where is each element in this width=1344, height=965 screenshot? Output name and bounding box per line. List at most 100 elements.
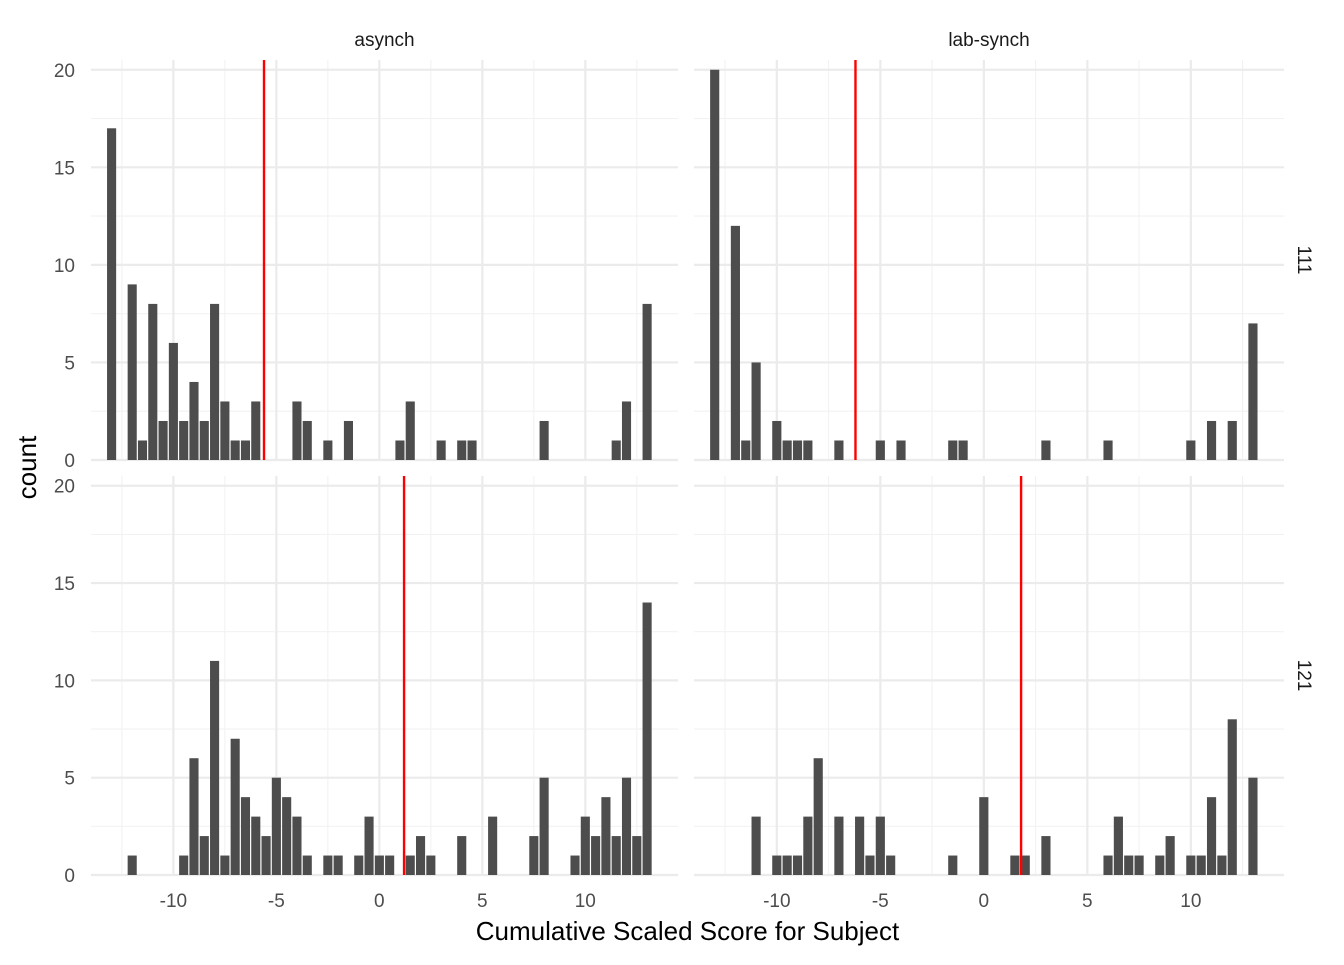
panel-lab-synch-111-bar xyxy=(782,440,792,460)
panel-lab-synch-111-bar xyxy=(1227,420,1237,460)
panel-lab-synch-121-bar xyxy=(1134,855,1144,875)
panel-asynch-121-bar xyxy=(570,855,580,875)
panel-lab-synch-111-bar xyxy=(792,440,803,460)
panel-asynch-111-bar xyxy=(148,303,158,460)
y-tick-label: 5 xyxy=(64,769,75,790)
panel-lab-synch-121-bar xyxy=(1227,719,1237,875)
x-axis-title: Cumulative Scaled Score for Subject xyxy=(476,916,900,946)
panel-asynch-121-bar xyxy=(282,797,292,875)
x-tick-label: -10 xyxy=(160,891,187,912)
y-tick-label: 15 xyxy=(54,574,75,595)
panel-lab-synch-121-bar xyxy=(1165,836,1175,875)
panel-lab-synch-121-bar xyxy=(875,816,885,875)
panel-lab-synch-121-bar xyxy=(813,758,823,875)
panel-lab-synch-111-bar xyxy=(875,440,885,460)
panel-asynch-111-bar xyxy=(107,128,117,461)
panel-lab-synch-111-bar xyxy=(772,420,782,460)
x-tick-label: 5 xyxy=(477,891,488,912)
panel-lab-synch-111-bar xyxy=(834,440,844,460)
panel-asynch-111-bar xyxy=(457,440,467,460)
panel-lab-synch-121-bar xyxy=(792,855,803,875)
panel-asynch-121-bar xyxy=(251,816,261,875)
panel-asynch-121-bar xyxy=(333,855,343,875)
y-tick-label: 5 xyxy=(64,353,75,374)
panel-lab-synch-111-bar xyxy=(1248,323,1258,460)
panel-asynch-111-bar xyxy=(436,440,446,460)
panel-asynch-111-bar xyxy=(467,440,477,460)
panel-asynch-121-bar xyxy=(611,836,621,875)
y-tick-label: 20 xyxy=(54,61,75,82)
panel-asynch-121-bar xyxy=(271,777,281,875)
panel-asynch-121-bar xyxy=(261,836,271,875)
panel-asynch-121-bar xyxy=(127,855,137,875)
panel-lab-synch-121-bar xyxy=(886,855,896,875)
panel-asynch-121-bar xyxy=(374,855,384,875)
x-tick-label: 10 xyxy=(575,891,596,912)
panel-lab-synch-111-bar xyxy=(1103,440,1113,460)
panel-lab-synch-111-bar xyxy=(958,440,968,460)
panel-asynch-111-bar xyxy=(323,440,333,460)
panel-lab-synch-121-bar xyxy=(1020,855,1030,875)
panel-asynch-111-bar xyxy=(158,420,168,460)
panel-asynch-111-bar xyxy=(395,440,405,460)
facet-col-label: asynch xyxy=(354,30,414,51)
panel-asynch-121-bar xyxy=(179,855,189,875)
panel-lab-synch-121-bar xyxy=(1124,855,1134,875)
x-tick-label: 10 xyxy=(1180,891,1201,912)
panel-asynch-121-bar xyxy=(230,738,240,875)
panel-asynch-121-bar xyxy=(210,660,220,875)
panel-asynch-121-bar xyxy=(539,777,549,875)
panel-asynch-111-bar xyxy=(611,440,621,460)
panel-asynch-111-bar xyxy=(621,401,632,460)
panel-lab-synch-111-bar xyxy=(751,362,761,460)
panel-asynch-121-bar xyxy=(621,777,632,875)
panel-asynch-121-bar xyxy=(529,836,539,875)
x-tick-label: -5 xyxy=(872,891,889,912)
panel-asynch-111-bar xyxy=(210,303,220,460)
panel-asynch-111-bar xyxy=(230,440,240,460)
panel-asynch-111-bar xyxy=(137,440,148,460)
panel-lab-synch-121-bar xyxy=(1113,816,1123,875)
panel-asynch-121-bar xyxy=(354,855,364,875)
panel-lab-synch-121-bar xyxy=(1103,855,1113,875)
panel-asynch-121-bar xyxy=(632,836,642,875)
panel-lab-synch-121-bar xyxy=(1041,836,1051,875)
panel-asynch-111-bar xyxy=(642,303,652,460)
x-tick-label: 0 xyxy=(979,891,990,912)
panel-asynch-121-bar xyxy=(220,855,230,875)
panel-asynch-121-bar xyxy=(426,855,436,875)
panel-asynch-111-bar xyxy=(292,401,302,460)
facet-row-label: 111 xyxy=(1293,246,1314,275)
panel-lab-synch-111-bar xyxy=(803,440,813,460)
panel-asynch-121-bar xyxy=(642,602,652,875)
panel-asynch-121-bar xyxy=(364,816,374,875)
x-tick-label: -5 xyxy=(268,891,285,912)
panel-lab-synch-121-bar xyxy=(1186,855,1196,875)
panel-lab-synch-121-bar xyxy=(1010,855,1020,875)
panel-asynch-111-bar xyxy=(189,381,199,460)
panel-asynch-111-bar xyxy=(343,420,354,460)
y-tick-label: 15 xyxy=(54,158,75,179)
panel-asynch-111-bar xyxy=(251,401,261,460)
y-axis-title: count xyxy=(12,435,42,499)
panel-asynch-121-bar xyxy=(405,855,415,875)
panel-lab-synch-111-bar xyxy=(741,440,751,460)
x-tick-label: 5 xyxy=(1082,891,1093,912)
facet-row-label: 121 xyxy=(1293,660,1314,692)
x-tick-label: 0 xyxy=(374,891,385,912)
panel-asynch-111-bar xyxy=(127,284,137,460)
panel-lab-synch-111-bar xyxy=(710,69,720,460)
panel-lab-synch-121-bar xyxy=(834,816,844,875)
panel-asynch-121-bar xyxy=(415,836,426,875)
panel-asynch-121-bar xyxy=(189,758,199,875)
panel-asynch-111-bar xyxy=(220,401,230,460)
facet-col-label: lab-synch xyxy=(948,30,1029,51)
panel-lab-synch-121-bar xyxy=(855,816,865,875)
panel-asynch-121-bar xyxy=(323,855,333,875)
y-tick-label: 20 xyxy=(54,477,75,498)
panel-asynch-121-bar xyxy=(457,836,467,875)
panel-lab-synch-111-bar xyxy=(948,440,958,460)
panel-lab-synch-111-bar xyxy=(896,440,906,460)
